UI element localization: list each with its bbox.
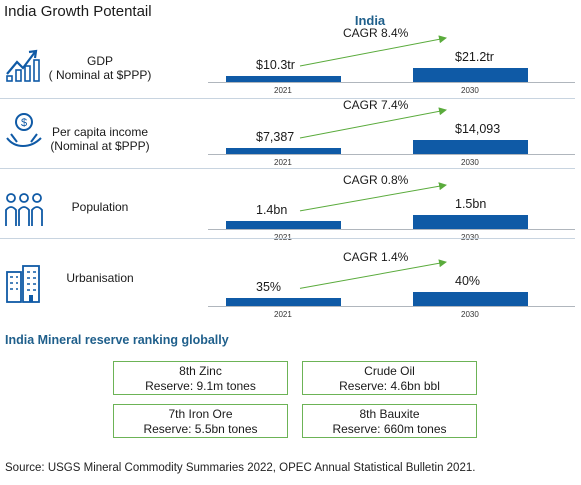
metric-label-line: Per capita income: [51, 125, 149, 139]
bar-2021: [226, 220, 341, 229]
panel-separator: [0, 168, 575, 169]
data-label: $7,387: [256, 130, 295, 144]
cagr-label: CAGR 1.4%: [343, 250, 409, 264]
cagr-label: CAGR 0.8%: [343, 173, 409, 187]
mineral-reserve: Reserve: 9.1m tones: [145, 378, 256, 393]
mineral-name: 8th Zinc: [179, 364, 222, 378]
tick-label: 2021: [274, 158, 292, 167]
cagr-arrow: [299, 107, 447, 139]
city-buildings-icon: [6, 265, 40, 303]
metric-label: Per capita income (Nominal at $PPP): [40, 125, 160, 153]
data-label: $14,093: [455, 122, 501, 136]
mineral-box-bauxite: 8th Bauxite Reserve: 660m tones: [302, 404, 477, 438]
tick-label: 2030: [461, 310, 479, 319]
mineral-name: 7th Iron Ore: [168, 407, 233, 421]
metric-label-line: (Nominal at $PPP): [50, 139, 150, 153]
mineral-section-title: India Mineral reserve ranking globally: [5, 333, 229, 347]
mineral-box-zinc: 8th Zinc Reserve: 9.1m tones: [113, 361, 288, 395]
mineral-box-crude-oil: Crude Oil Reserve: 4.6bn bbl: [302, 361, 477, 395]
data-label: 40%: [455, 274, 481, 288]
mineral-box-iron-ore: 7th Iron Ore Reserve: 5.5bn tones: [113, 404, 288, 438]
mineral-reserve: Reserve: 5.5bn tones: [143, 421, 258, 436]
bar-2030: [413, 68, 528, 82]
metric-label: Population: [40, 200, 160, 214]
svg-text:$: $: [21, 117, 27, 129]
tick-label: 2021: [274, 233, 292, 242]
bar-2021: [226, 76, 341, 82]
cagr-arrow: [299, 182, 447, 212]
cagr-arrow: [299, 259, 447, 289]
page-title: India Growth Potentail: [4, 3, 152, 20]
mineral-name: Crude Oil: [364, 364, 415, 378]
tick-label: 2021: [274, 86, 292, 95]
axis-baseline: [208, 154, 575, 155]
metric-label-line: GDP: [86, 54, 113, 68]
gdp-growth-chart-icon: [6, 49, 40, 82]
bar-2030: [413, 140, 528, 154]
panel-separator: [0, 98, 575, 99]
data-label: $21.2tr: [455, 50, 494, 64]
data-label: $10.3tr: [256, 58, 295, 72]
tick-label: 2030: [461, 233, 479, 242]
mineral-reserve: Reserve: 4.6bn bbl: [339, 378, 440, 393]
bar-2021: [226, 148, 341, 154]
bar-2030: [413, 292, 528, 306]
axis-baseline: [208, 82, 575, 83]
metric-label-line: Urbanisation: [66, 271, 134, 285]
data-label: 1.5bn: [455, 197, 487, 211]
cagr-label: CAGR 7.4%: [343, 98, 409, 112]
tick-label: 2021: [274, 310, 292, 319]
cagr-arrow: [299, 35, 447, 67]
metric-label: GDP( Nominal at $PPP): [40, 54, 160, 82]
axis-baseline: [208, 306, 575, 307]
tick-label: 2030: [461, 86, 479, 95]
source-note: Source: USGS Mineral Commodity Summaries…: [5, 462, 476, 474]
bar-2021: [226, 298, 341, 306]
people-group-icon: [5, 193, 43, 226]
axis-baseline: [208, 229, 575, 230]
metric-label-line: Population: [71, 200, 129, 214]
mineral-reserve: Reserve: 660m tones: [332, 421, 447, 436]
panel-separator: [0, 238, 575, 239]
data-label: 1.4bn: [256, 202, 288, 217]
hand-coin-income-icon: $: [6, 113, 42, 148]
mineral-name: 8th Bauxite: [359, 407, 420, 421]
data-label: 35%: [256, 280, 282, 295]
chart-title: India: [354, 13, 386, 28]
metric-label: Urbanisation: [40, 271, 160, 285]
bar-2030: [413, 215, 528, 229]
metric-label-line: ( Nominal at $PPP): [48, 68, 152, 82]
cagr-label: CAGR 8.4%: [343, 26, 409, 40]
tick-label: 2030: [461, 158, 479, 167]
